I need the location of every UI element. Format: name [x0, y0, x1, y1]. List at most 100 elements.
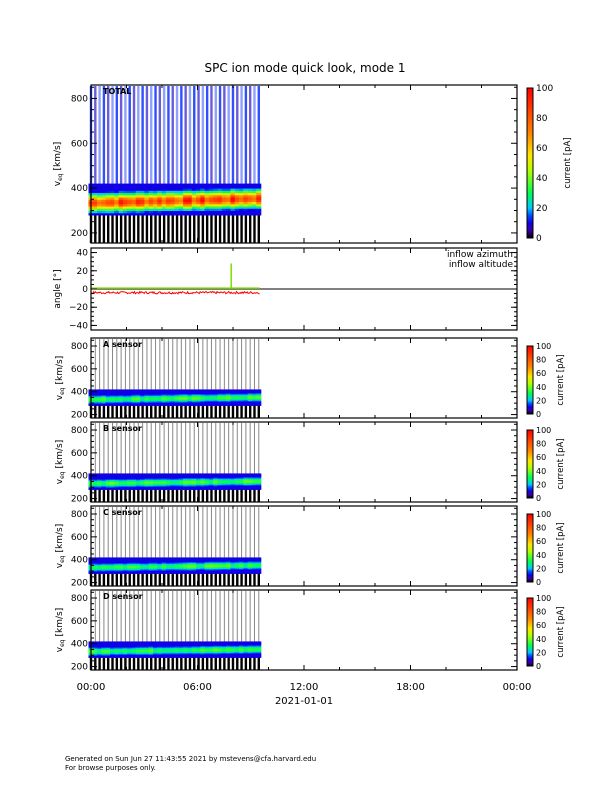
current-bin [127, 560, 133, 563]
current-bin [196, 199, 202, 203]
current-bin [226, 474, 232, 477]
low-speed-bin [223, 572, 226, 586]
spectrogram-column [157, 423, 163, 502]
low-speed-bin [154, 212, 157, 243]
low-speed-bin [248, 212, 252, 243]
current-bin [161, 563, 167, 565]
current-bin [243, 194, 249, 198]
current-bin [170, 479, 176, 481]
current-bin [114, 646, 120, 648]
current-bin [217, 398, 223, 401]
current-bin [157, 571, 163, 573]
current-bin [170, 484, 176, 487]
current-bin [92, 396, 98, 398]
low-speed-bin [111, 572, 114, 586]
current-bin [118, 557, 124, 560]
legend-entry: inflow azimuth [447, 250, 513, 260]
current-bin [101, 641, 107, 644]
current-bin [131, 567, 137, 570]
current-bin [208, 478, 214, 480]
current-bin [101, 389, 107, 392]
y-axis-label: veq [km/s] [53, 142, 64, 186]
current-bin [256, 572, 262, 574]
spectrogram-column [251, 423, 257, 502]
spectrogram-column [208, 507, 214, 586]
current-bin [256, 396, 262, 398]
current-bin [92, 482, 98, 485]
current-bin [234, 397, 240, 400]
current-bin [161, 649, 167, 652]
current-bin [213, 570, 219, 572]
current-bin [196, 404, 202, 406]
current-bin [221, 473, 227, 476]
current-bin [144, 566, 150, 569]
current-bin [226, 488, 232, 490]
current-bin [256, 395, 262, 397]
current-bin [213, 564, 219, 566]
current-bin [131, 479, 137, 481]
current-bin [239, 212, 245, 216]
current-bin [191, 201, 197, 205]
current-bin [118, 478, 124, 480]
current-bin [144, 559, 150, 562]
current-bin [200, 394, 206, 396]
background-bin [111, 86, 114, 185]
current-bin [165, 488, 171, 490]
spectrogram-column [204, 86, 210, 243]
current-bin [140, 192, 146, 196]
current-bin [170, 642, 176, 645]
current-bin [118, 476, 124, 479]
current-bin [234, 201, 240, 205]
current-bin [170, 210, 176, 214]
current-bin [144, 572, 150, 574]
current-bin [256, 403, 262, 405]
current-bin [247, 646, 253, 648]
current-bin [122, 482, 128, 485]
current-bin [92, 400, 98, 403]
current-bin [148, 397, 154, 400]
colorbar-label: current [pA] [556, 438, 566, 489]
current-bin [230, 402, 236, 404]
current-bin [174, 566, 180, 569]
current-bin [191, 199, 197, 203]
current-bin [191, 397, 197, 400]
current-bin [234, 190, 240, 194]
current-bin [97, 183, 103, 187]
current-bin [165, 398, 171, 401]
current-bin [213, 484, 219, 487]
current-bin [105, 402, 111, 404]
x-tick-label: 00:00 [77, 682, 106, 693]
current-bin [153, 206, 159, 209]
current-bin [122, 566, 128, 569]
current-bin [157, 655, 163, 657]
current-bin [127, 402, 133, 404]
current-bin [226, 399, 232, 402]
current-bin [239, 478, 245, 480]
current-bin [183, 567, 189, 570]
current-bin [191, 565, 197, 568]
background-bin [253, 507, 255, 559]
current-bin [196, 571, 202, 573]
current-bin [247, 398, 253, 401]
current-bin [157, 199, 163, 203]
current-bin [131, 487, 137, 489]
current-bin [208, 396, 214, 398]
current-bin [157, 398, 163, 401]
current-bin [200, 194, 206, 198]
current-bin [110, 390, 116, 393]
current-bin [105, 557, 111, 560]
low-speed-bin [197, 488, 200, 502]
current-bin [165, 199, 171, 203]
current-bin [165, 480, 171, 482]
current-bin [208, 203, 214, 207]
current-bin [161, 190, 167, 194]
current-bin [221, 488, 227, 490]
spectrogram-column [200, 339, 206, 418]
current-bin [105, 395, 111, 397]
current-bin [105, 210, 111, 214]
spectrogram-column [191, 507, 197, 586]
current-bin [256, 562, 262, 564]
colorbar-tick-label: 100 [536, 342, 551, 351]
current-bin [131, 391, 137, 394]
current-bin [148, 400, 154, 403]
